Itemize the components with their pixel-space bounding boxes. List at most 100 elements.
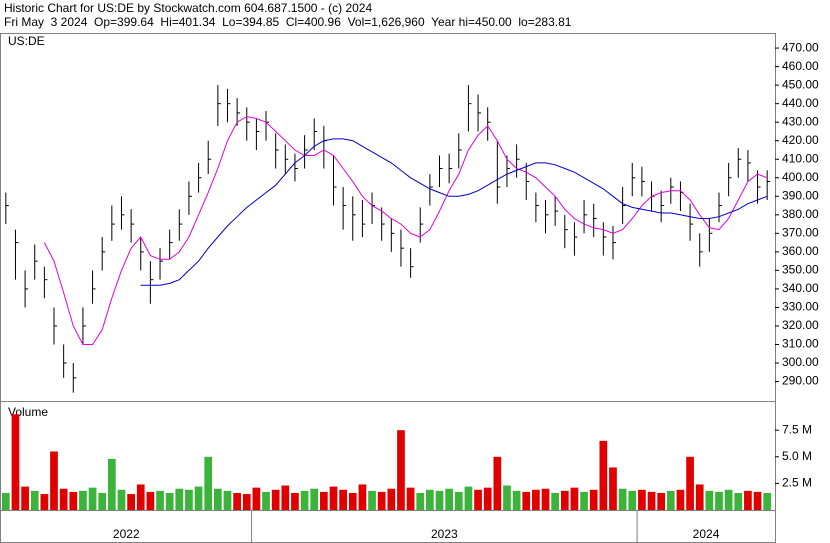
volume-bar [734, 492, 743, 510]
header-line: Fri May 3 2024 Op=399.64 Hi=401.34 Lo=39… [4, 15, 572, 29]
volume-bar [532, 489, 540, 510]
y-tick-label: 420.00 [782, 133, 819, 147]
volume-bar [397, 430, 405, 510]
volume-bar [724, 489, 733, 510]
y-tick-label: 430.00 [782, 114, 819, 128]
volume-bar [69, 491, 78, 510]
volume-bar [79, 490, 87, 510]
volume-bar [695, 484, 704, 510]
y-tick-label: 370.00 [782, 226, 819, 240]
volume-bar [657, 492, 666, 510]
y-tick-label: 7.5 M [782, 422, 812, 436]
volume-bar [320, 491, 328, 510]
y-tick-label: 5.0 M [782, 449, 812, 463]
volume-bar [204, 456, 213, 510]
volume-bar [474, 489, 482, 510]
x-tick-label: 2022 [113, 527, 140, 541]
volume-bar [117, 489, 126, 510]
volume-bar [570, 487, 579, 510]
volume-bar [377, 491, 386, 510]
volume-bar [146, 491, 155, 510]
volume-bar [483, 487, 492, 510]
y-tick-label: 460.00 [782, 59, 819, 73]
y-tick-label: 410.00 [782, 151, 819, 165]
volume-bar [127, 494, 135, 510]
y-tick-label: 470.00 [782, 40, 819, 54]
volume-bar [194, 486, 203, 510]
volume-bar [541, 488, 550, 510]
y-tick-label: 450.00 [782, 77, 819, 91]
y-tick-label: 380.00 [782, 207, 819, 221]
volume-bar [686, 456, 694, 510]
volume-bar [512, 490, 521, 510]
y-tick-label: 360.00 [782, 244, 819, 258]
volume-bar [233, 492, 241, 510]
volume-bar [262, 491, 270, 510]
volume-bar [291, 492, 299, 510]
volume-bar [416, 492, 425, 510]
volume-bar [223, 490, 232, 510]
y-tick-label: 2.5 M [782, 476, 812, 490]
moving-average [140, 138, 768, 286]
volume-bar [30, 490, 39, 510]
y-tick-label: 290.00 [782, 374, 819, 388]
volume-bar [98, 492, 107, 510]
symbol-label: US:DE [8, 34, 45, 48]
y-tick-label: 400.00 [782, 170, 819, 184]
x-tick-label: 2023 [431, 527, 458, 541]
volume-bar [387, 488, 396, 510]
volume-bar [445, 488, 453, 510]
y-tick-label: 320.00 [782, 318, 819, 332]
volume-bar [50, 451, 58, 510]
volume-bar [503, 485, 511, 510]
volume-bar [281, 485, 290, 510]
volume-bar [40, 494, 49, 510]
volume-bar [310, 488, 319, 510]
y-tick-label: 310.00 [782, 337, 819, 351]
y-tick-label: 300.00 [782, 355, 819, 369]
volume-bar [107, 458, 116, 510]
volume-bar [666, 490, 675, 510]
volume-bar [348, 492, 357, 510]
volume-bar [252, 487, 261, 510]
volume-bar [454, 491, 463, 510]
volume-bar [753, 491, 762, 510]
volume-bar [339, 489, 347, 510]
volume-bar [242, 494, 251, 510]
volume-bar [715, 491, 723, 510]
volume-bar [368, 490, 376, 510]
volume-bar [175, 488, 184, 510]
volume-bar [599, 440, 608, 510]
volume-bar [493, 456, 502, 510]
volume-bar [628, 490, 637, 510]
volume-bar [522, 491, 531, 510]
x-tick-label: 2024 [693, 527, 720, 541]
volume-bar [435, 490, 444, 510]
volume-bar [647, 491, 656, 510]
volume-bar [763, 492, 772, 510]
volume-bar [551, 492, 560, 510]
volume-bar [406, 487, 415, 510]
volume-bar [744, 490, 752, 510]
volume-bar [59, 488, 68, 510]
y-tick-label: 440.00 [782, 96, 819, 110]
volume-bar [676, 489, 685, 510]
y-tick-label: 330.00 [782, 300, 819, 314]
volume-bar [426, 489, 434, 510]
moving-average [43, 116, 768, 345]
volume-bar [580, 491, 588, 510]
volume-bar [464, 486, 473, 510]
volume-bar [213, 488, 222, 510]
volume-bar [589, 489, 598, 510]
volume-bar [609, 467, 617, 510]
volume-bar [1, 492, 10, 510]
volume-bar [329, 486, 338, 510]
volume-bar [11, 414, 20, 510]
volume-bar [300, 490, 309, 510]
volume-bar [185, 489, 193, 510]
volume-bar [560, 490, 569, 510]
volume-bar [156, 490, 164, 510]
volume-bar [638, 489, 646, 510]
